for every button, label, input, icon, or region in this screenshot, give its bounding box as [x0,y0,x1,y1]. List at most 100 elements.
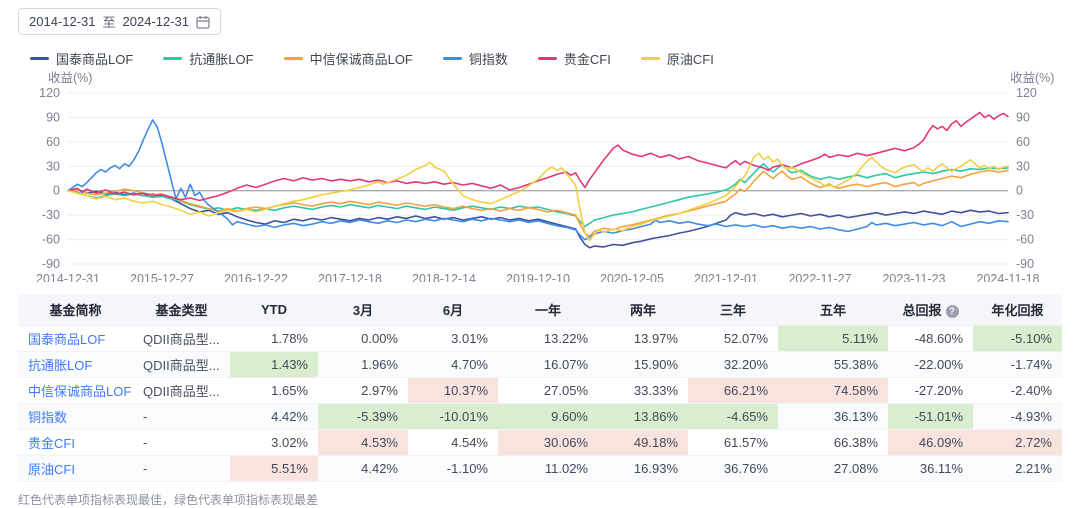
value-cell: 2.97% [318,377,408,404]
fund-name-link[interactable]: 抗通胀LOF [28,358,93,373]
legend-label: 原油CFI [666,52,714,67]
date-range-separator: 至 [102,15,116,30]
legend-color-dash [640,57,660,60]
y-axis-tick-right: -90 [1016,257,1034,271]
value-cell: 11.02% [498,455,598,482]
column-header: 两年 [598,294,688,326]
value-cell: 2.72% [973,429,1062,456]
value-cell: 4.53% [318,429,408,456]
fund-name-link[interactable]: 国泰商品LOF [28,332,106,347]
y-axis-tick-left: -60 [42,233,60,247]
y-axis-tick-left: 90 [46,110,60,124]
value-cell: 33.33% [598,377,688,404]
value-cell: 61.57% [688,429,778,456]
value-cell: 27.05% [498,377,598,404]
fund-type-cell: QDII商品型... [133,351,230,378]
column-header: 三年 [688,294,778,326]
value-cell: 16.07% [498,351,598,378]
legend-item-4[interactable]: 铜指数 [442,49,508,68]
legend-color-dash [537,57,557,60]
fund-name-link[interactable]: 贵金CFI [28,436,75,451]
value-cell: -22.00% [888,351,973,378]
value-cell: 36.13% [778,403,888,430]
column-header: 一年 [498,294,598,326]
fund-type-cell: - [133,429,230,456]
legend-label: 国泰商品LOF [56,52,134,67]
x-axis-tick: 2021-12-01 [694,272,758,282]
value-cell: 27.08% [778,455,888,482]
legend-item-5[interactable]: 贵金CFI [537,49,611,68]
value-cell: -5.39% [318,403,408,430]
value-cell: 3.01% [408,325,498,352]
value-cell: 13.97% [598,325,688,352]
y-axis-tick-right: 0 [1016,184,1023,198]
value-cell: 3.02% [230,429,318,456]
value-cell: -27.20% [888,377,973,404]
x-axis-tick: 2019-12-10 [506,272,570,282]
value-cell: 16.93% [598,455,688,482]
y-axis-tick-left: -90 [42,257,60,271]
info-icon[interactable]: ? [945,304,959,318]
value-cell: 36.76% [688,455,778,482]
fund-name-cell: 贵金CFI [18,429,133,456]
column-header: 6月 [408,294,498,326]
legend-item-2[interactable]: 抗通胀LOF [163,49,254,68]
y-axis-tick-right: 30 [1016,159,1030,173]
fund-name-link[interactable]: 中信保诚商品LOF [28,384,132,399]
table-row: 贵金CFI -3.02% 4.53% 4.54% 30.06% 49.18% 61.57% 6… [18,429,1062,456]
date-range-picker[interactable]: 2014-12-31 至 2024-12-31 [18,8,222,35]
fund-name-link[interactable]: 原油CFI [28,462,75,477]
legend-color-dash [163,57,183,60]
fund-name-cell: 抗通胀LOF [18,351,133,378]
fund-performance-table: 基金简称 基金类型 YTD 3月 6月 一年 两年 三年 五年 总回报? 年化回报 国泰商品LOF Q… [18,294,1062,482]
fund-name-cell: 铜指数 [18,403,133,430]
value-cell: -2.40% [973,377,1062,404]
table-header-row: 基金简称 基金类型 YTD 3月 6月 一年 两年 三年 五年 总回报? 年化回报 [18,294,1062,326]
value-cell: -5.10% [973,325,1062,352]
value-cell: 2.21% [973,455,1062,482]
fund-name-link[interactable]: 铜指数 [28,410,68,425]
legend-item-6[interactable]: 原油CFI [640,49,714,68]
table-row: 中信保诚商品LOF QDII商品型... 1.65% 2.97% 10.37% 27.05… [18,377,1062,404]
column-header: 基金简称 [18,294,133,326]
value-cell: 1.65% [230,377,318,404]
value-cell: -48.60% [888,325,973,352]
series-line-1 [67,188,1009,249]
value-cell: 30.06% [498,429,598,456]
table-row: 抗通胀LOF QDII商品型... 1.43% 1.96% 4.70% 16.07% 15.… [18,351,1062,378]
column-header: 年化回报 [973,294,1062,326]
x-axis-tick: 2014-12-31 [36,272,100,282]
value-cell: 32.20% [688,351,778,378]
chart-legend: 国泰商品LOF 抗通胀LOF 中信保诚商品LOF 铜指数 贵金CFI 原油CFI [30,49,1062,68]
date-range-start: 2014-12-31 [29,14,96,29]
y-axis-tick-right: -60 [1016,233,1034,247]
fund-type-cell: - [133,403,230,430]
value-cell: -10.01% [408,403,498,430]
legend-label: 中信保诚商品LOF [309,52,413,67]
chart-canvas[interactable]: 120 120 90 90 60 60 30 30 0 0 -30 -30 -60 -60 -90 -90 收益… [18,70,1062,282]
legend-label: 抗通胀LOF [189,52,254,67]
x-axis-tick: 2018-12-14 [412,272,476,282]
series-line-2 [67,163,1009,228]
value-cell: 4.42% [318,455,408,482]
value-cell: 66.21% [688,377,778,404]
performance-chart[interactable]: 120 120 90 90 60 60 30 30 0 0 -30 -30 -60 -60 -90 -90 收益… [18,70,1062,282]
legend-item-1[interactable]: 国泰商品LOF [30,49,133,68]
calendar-icon [196,15,210,29]
legend-item-3[interactable]: 中信保诚商品LOF [283,49,413,68]
value-cell: 4.42% [230,403,318,430]
y-axis-title-left: 收益(%) [48,71,92,85]
value-cell: 10.37% [408,377,498,404]
value-cell: 1.43% [230,351,318,378]
x-axis-tick: 2020-12-05 [600,272,664,282]
y-axis-tick-left: 30 [46,159,60,173]
value-cell: -4.93% [973,403,1062,430]
table-row: 国泰商品LOF QDII商品型... 1.78% 0.00% 3.01% 13.22% 13… [18,325,1062,352]
column-header: YTD [230,294,318,326]
fund-type-cell: QDII商品型... [133,377,230,404]
value-cell: -1.74% [973,351,1062,378]
value-cell: 36.11% [888,455,973,482]
value-cell: 13.86% [598,403,688,430]
series-line-5 [67,111,1009,202]
y-axis-tick-right: 120 [1016,86,1037,100]
